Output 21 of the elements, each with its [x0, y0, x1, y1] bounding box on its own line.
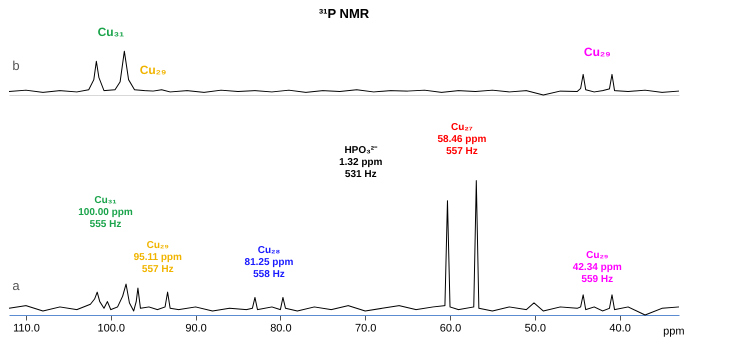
annotation: b	[12, 58, 20, 73]
annotation: Cu₂₉ 95.11 ppm 557 Hz	[134, 240, 182, 275]
annotation: Cu₂₉	[140, 63, 166, 77]
x-tick-label: 50.0	[524, 322, 546, 334]
text: Cu₃₁	[98, 25, 124, 39]
x-axis-title: ppm	[663, 326, 684, 338]
x-tick-label: 40.0	[609, 322, 631, 334]
annotation: Cu₂₉	[584, 45, 611, 59]
x-tick-label: 70.0	[354, 322, 376, 334]
x-tick-label: 110.0	[13, 322, 40, 334]
chart-title: ³¹P NMR	[318, 6, 370, 21]
annotation: Cu₂₈ 81.25 ppm 558 Hz	[244, 245, 294, 280]
x-tick-label: 100.0	[98, 322, 126, 334]
annotation: a	[12, 278, 20, 293]
x-tick-label: 90.0	[185, 322, 207, 334]
text: HPO₃²⁻ 1.32 ppm 531 Hz	[339, 145, 383, 180]
x-tick-label: 80.0	[270, 322, 292, 334]
text: Cu₂₇ 58.46 ppm 557 Hz	[437, 122, 486, 157]
x-tick-label: 60.0	[440, 322, 462, 334]
annotation: Cu₂₉ 42.34 ppm 559 Hz	[572, 250, 622, 285]
annotation: Cu₃₁ 100.00 ppm 555 Hz	[78, 195, 133, 230]
